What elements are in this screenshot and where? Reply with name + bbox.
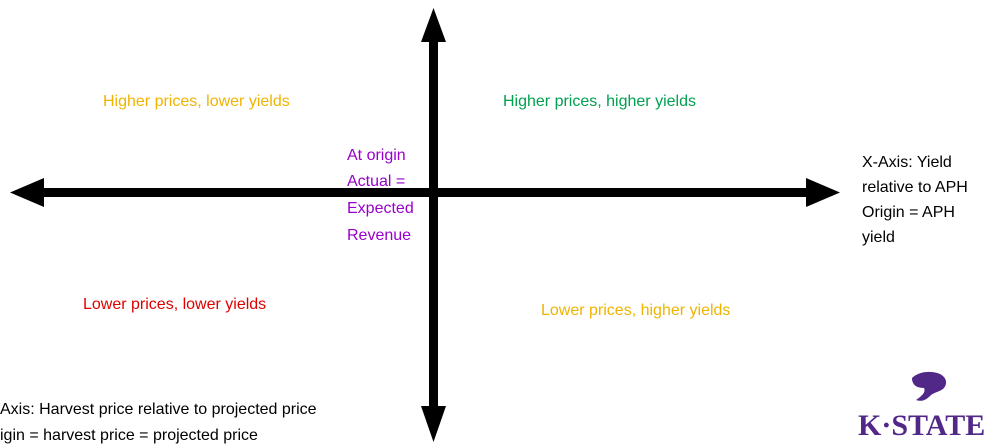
note-line: Actual = [347,173,405,190]
note-line: Expected [347,200,414,217]
note-line: Axis: Harvest price relative to projecte… [0,401,317,418]
origin-note: At origin Actual = Expected Revenue [347,147,414,244]
quadrant-label: Lower prices, higher yields [541,302,730,319]
note-line: igin = harvest price = projected price [0,427,258,444]
logo-text: K·STATE [858,409,985,442]
horizontal-axis [10,178,840,207]
note-line: yield [862,229,895,246]
quadrant-label: Lower prices, lower yields [83,296,266,313]
vertical-axis [421,8,446,442]
x-axis-note: X-Axis: Yield relative to APH Origin = A… [862,154,968,246]
quadrant-label: Higher prices, higher yields [503,93,696,110]
logo: K·STATE [858,371,985,442]
note-line: relative to APH [862,179,968,196]
note-line: Revenue [347,227,411,244]
quadrant-label: Higher prices, lower yields [103,93,290,110]
logo-icon [912,371,947,401]
note-line: X-Axis: Yield [862,154,952,171]
note-line: At origin [347,147,406,164]
y-axis-note: Axis: Harvest price relative to projecte… [0,401,317,444]
note-line: Origin = APH [862,204,955,221]
